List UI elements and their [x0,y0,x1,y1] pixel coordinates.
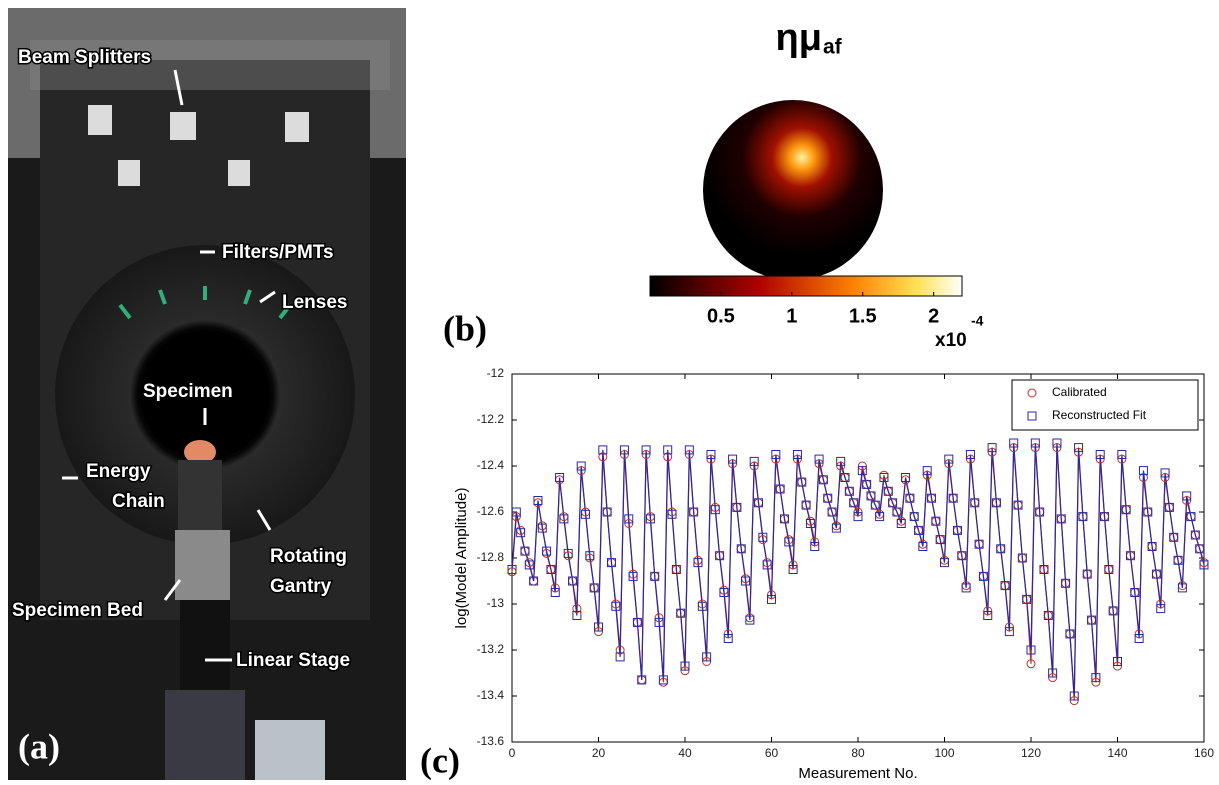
colorbar-tick-label: 0.5 [707,305,735,327]
y-axis-label: log(Model Amplitude) [453,488,470,629]
x-tick-label: 80 [851,746,865,760]
x-tick-label: 160 [1194,746,1214,760]
colorbar-tick-label: 1 [786,305,797,327]
x-tick-label: 20 [592,746,606,760]
y-tick-label: -12.2 [477,412,505,426]
colorbar-label: x10 [935,330,967,351]
photo-label: Gantry [270,576,332,597]
colorbar [650,276,962,296]
photo-label: Rotating [270,546,347,567]
y-tick-label: -12 [487,366,505,380]
photo-label: Filters/PMTs [222,242,334,263]
specimen-bed [175,530,230,600]
x-tick-label: 120 [1021,746,1041,760]
x-tick-label: 0 [509,746,516,760]
x-tick-label: 140 [1107,746,1127,760]
x-tick-label: 40 [678,746,692,760]
heatmap-title: ημ [776,17,822,59]
legend-label: Calibrated [1052,385,1107,399]
photo-label: Specimen [143,381,233,402]
y-tick-label: -13.2 [477,642,505,656]
heatmap-disc [703,100,883,280]
panel-label: (c) [420,740,460,780]
x-tick-label: 60 [765,746,779,760]
panel-label: (b) [443,308,487,348]
heatmap-title-subscript: af [823,36,843,59]
photo-label: Specimen Bed [12,600,143,621]
photo-label: Beam Splitters [18,47,151,68]
photo-label: Chain [112,491,165,512]
photo-label: Energy [86,461,151,482]
y-tick-label: -12.4 [477,458,505,472]
panel-label: (a) [18,726,60,766]
colorbar-exponent: -4 [971,313,984,329]
equipment [255,720,325,780]
photo-label: Linear Stage [236,650,350,671]
x-tick-label: 100 [934,746,954,760]
figure: Beam Splitters Filters/PMTs Lenses Specimen… [0,0,1219,785]
colorbar-tick-label: 2 [928,305,939,327]
y-tick-label: -13.4 [477,688,505,702]
colorbar-tick-label: 1.5 [849,305,877,327]
y-tick-label: -13.6 [477,734,505,748]
photo-label: Lenses [282,292,347,313]
legend-label: Reconstructed Fit [1052,408,1147,422]
x-axis-label: Measurement No. [798,765,917,782]
y-tick-label: -12.8 [477,550,505,564]
linear-stage [180,600,230,700]
y-tick-label: -13 [487,596,505,610]
y-tick-label: -12.6 [477,504,505,518]
stage-motor [165,690,245,780]
bed-arm [178,460,222,530]
